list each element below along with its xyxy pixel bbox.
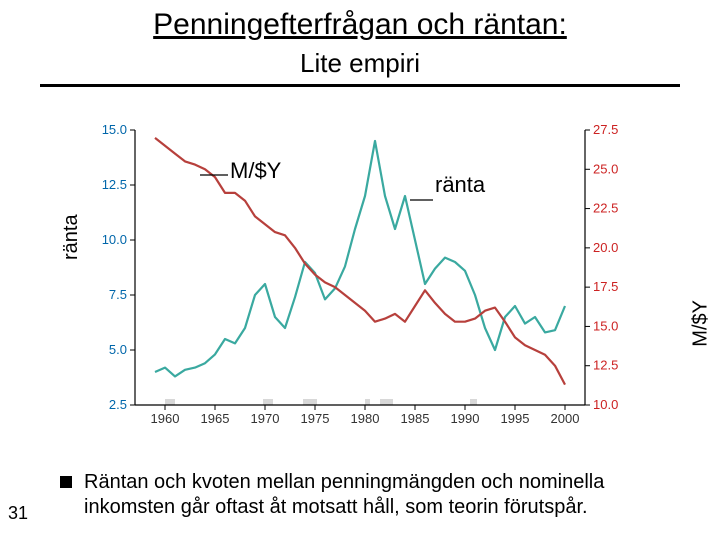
svg-text:2.5: 2.5 — [109, 397, 127, 412]
svg-text:10.0: 10.0 — [593, 397, 618, 412]
svg-text:20.0: 20.0 — [593, 240, 618, 255]
svg-text:1985: 1985 — [401, 411, 430, 426]
svg-text:1990: 1990 — [451, 411, 480, 426]
svg-text:1980: 1980 — [351, 411, 380, 426]
page-number: 31 — [8, 503, 28, 524]
page-subtitle: Lite empiri — [0, 48, 720, 79]
right-axis-label: M/$Y — [690, 300, 713, 347]
svg-text:1960: 1960 — [151, 411, 180, 426]
svg-text:5.0: 5.0 — [109, 342, 127, 357]
svg-text:1995: 1995 — [501, 411, 530, 426]
annotation-m-dollar-y: M/$Y — [230, 158, 281, 184]
svg-text:17.5: 17.5 — [593, 279, 618, 294]
svg-text:1975: 1975 — [301, 411, 330, 426]
title-divider — [40, 84, 680, 87]
svg-text:12.5: 12.5 — [593, 358, 618, 373]
svg-text:10.0: 10.0 — [102, 232, 127, 247]
svg-text:25.0: 25.0 — [593, 161, 618, 176]
svg-text:27.5: 27.5 — [593, 122, 618, 137]
annotation-ranta: ränta — [435, 172, 485, 198]
dual-axis-chart: 2.5 5.0 7.5 10.0 12.5 15.0 10.0 12.5 15.0 17.5 20.… — [80, 110, 640, 440]
svg-text:7.5: 7.5 — [109, 287, 127, 302]
svg-text:12.5: 12.5 — [102, 177, 127, 192]
svg-text:1970: 1970 — [251, 411, 280, 426]
svg-text:22.5: 22.5 — [593, 201, 618, 216]
page-title: Penningefterfrågan och räntan: — [0, 8, 720, 42]
svg-text:15.0: 15.0 — [102, 122, 127, 137]
bullet-icon — [60, 476, 72, 488]
bullet-item: Räntan och kvoten mellan penningmängden … — [60, 470, 680, 520]
annotation-line-left — [200, 165, 230, 185]
annotation-line-right — [410, 195, 435, 215]
svg-text:1965: 1965 — [201, 411, 230, 426]
svg-text:2000: 2000 — [551, 411, 580, 426]
svg-text:15.0: 15.0 — [593, 318, 618, 333]
bullet-text: Räntan och kvoten mellan penningmängden … — [84, 470, 680, 520]
